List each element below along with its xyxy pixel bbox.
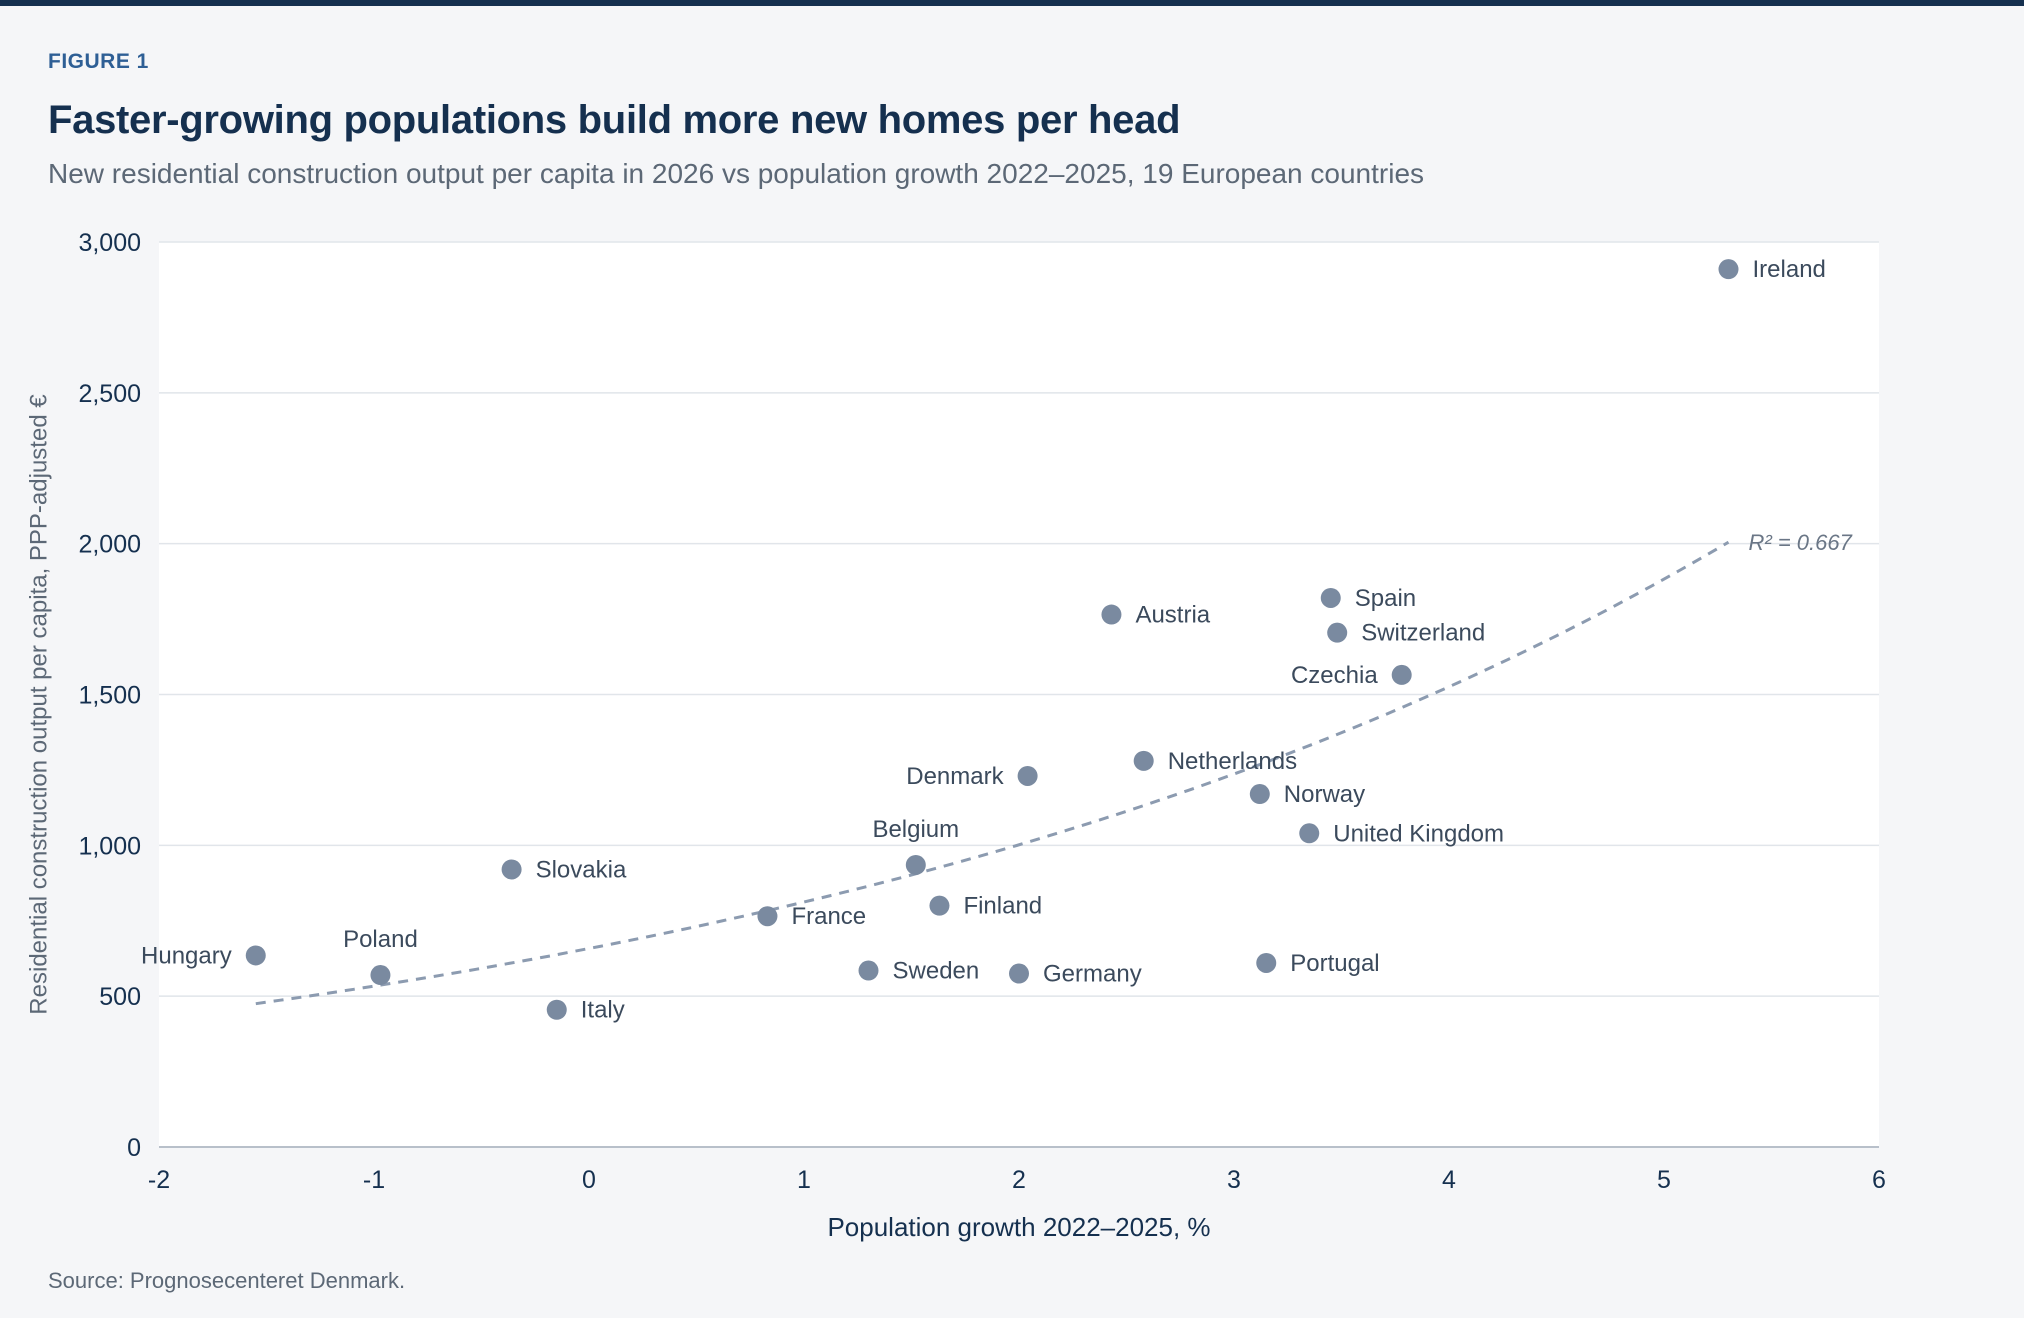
y-tick-label: 1,000: [78, 832, 141, 860]
data-point: [1249, 784, 1270, 805]
data-points: Ireland Spain Austria Switzerland Czechia Net…: [141, 256, 1826, 1024]
point-label: Denmark: [906, 763, 1004, 790]
point-label: Slovakia: [536, 856, 627, 883]
y-tick-label: 0: [127, 1134, 141, 1162]
y-tick-label: 2,500: [78, 380, 141, 408]
x-tick-label: 2: [1012, 1166, 1026, 1194]
data-point: [546, 999, 567, 1020]
data-point: [1299, 823, 1320, 844]
point-label: Switzerland: [1361, 620, 1485, 647]
data-point: [1256, 952, 1277, 973]
data-point: [1009, 963, 1029, 984]
y-tick-label: 2,000: [78, 531, 141, 559]
point-label: Spain: [1355, 585, 1416, 612]
point-label: Austria: [1135, 602, 1210, 629]
point-label: Netherlands: [1168, 748, 1297, 775]
y-axis-ticks: 0 500 1,000 1,500 2,000 2,500 3,000: [78, 229, 141, 1162]
data-point: [1718, 259, 1739, 280]
data-point: [1133, 750, 1154, 771]
source-note: Source: Prognosecenteret Denmark.: [48, 1268, 406, 1293]
point-label: Norway: [1284, 781, 1365, 808]
point-label: Hungary: [141, 942, 232, 969]
data-point: [1391, 664, 1412, 685]
x-axis-ticks: -2 -1 0 1 2 3 4 5 6: [148, 1166, 1886, 1194]
chart-subtitle: New residential construction output per …: [48, 158, 1425, 189]
r-squared-label: R² = 0.667: [1749, 530, 1853, 555]
x-tick-label: 3: [1227, 1166, 1241, 1194]
data-point: [929, 895, 950, 916]
x-tick-label: 5: [1657, 1166, 1671, 1194]
point-label: Germany: [1043, 961, 1142, 988]
point-label: Italy: [581, 997, 625, 1024]
data-point: [905, 854, 926, 875]
y-axis-title: Residential construction output per capi…: [25, 394, 52, 1015]
point-label: Ireland: [1753, 256, 1826, 283]
data-point: [370, 965, 391, 986]
data-point: [858, 960, 879, 981]
x-tick-label: 6: [1872, 1166, 1886, 1194]
data-point: [1017, 765, 1038, 786]
point-label: France: [791, 903, 866, 930]
chart-title: Faster-growing populations build more ne…: [48, 98, 1181, 142]
y-tick-label: 3,000: [78, 229, 141, 257]
y-tick-label: 1,500: [78, 682, 141, 710]
data-point: [1101, 604, 1122, 625]
data-point: [757, 906, 778, 927]
point-label: Poland: [343, 926, 418, 953]
data-point: [501, 859, 522, 880]
x-tick-label: -2: [148, 1166, 170, 1194]
x-tick-label: 4: [1442, 1166, 1456, 1194]
point-label: Finland: [963, 893, 1042, 920]
point-label: Belgium: [872, 816, 959, 843]
top-rule: [0, 0, 2024, 6]
point-label: Sweden: [893, 958, 980, 985]
x-tick-label: 0: [582, 1166, 596, 1194]
figure-label: FIGURE 1: [48, 50, 149, 73]
point-label: Czechia: [1291, 662, 1378, 689]
x-axis-title: Population growth 2022–2025, %: [827, 1212, 1210, 1242]
x-tick-label: 1: [797, 1166, 811, 1194]
y-tick-label: 500: [99, 983, 141, 1011]
data-point: [1320, 587, 1341, 608]
data-point: [1327, 622, 1348, 643]
x-tick-label: -1: [363, 1166, 385, 1194]
point-label: Portugal: [1290, 950, 1379, 977]
data-point: [245, 945, 266, 966]
point-label: United Kingdom: [1333, 820, 1504, 847]
